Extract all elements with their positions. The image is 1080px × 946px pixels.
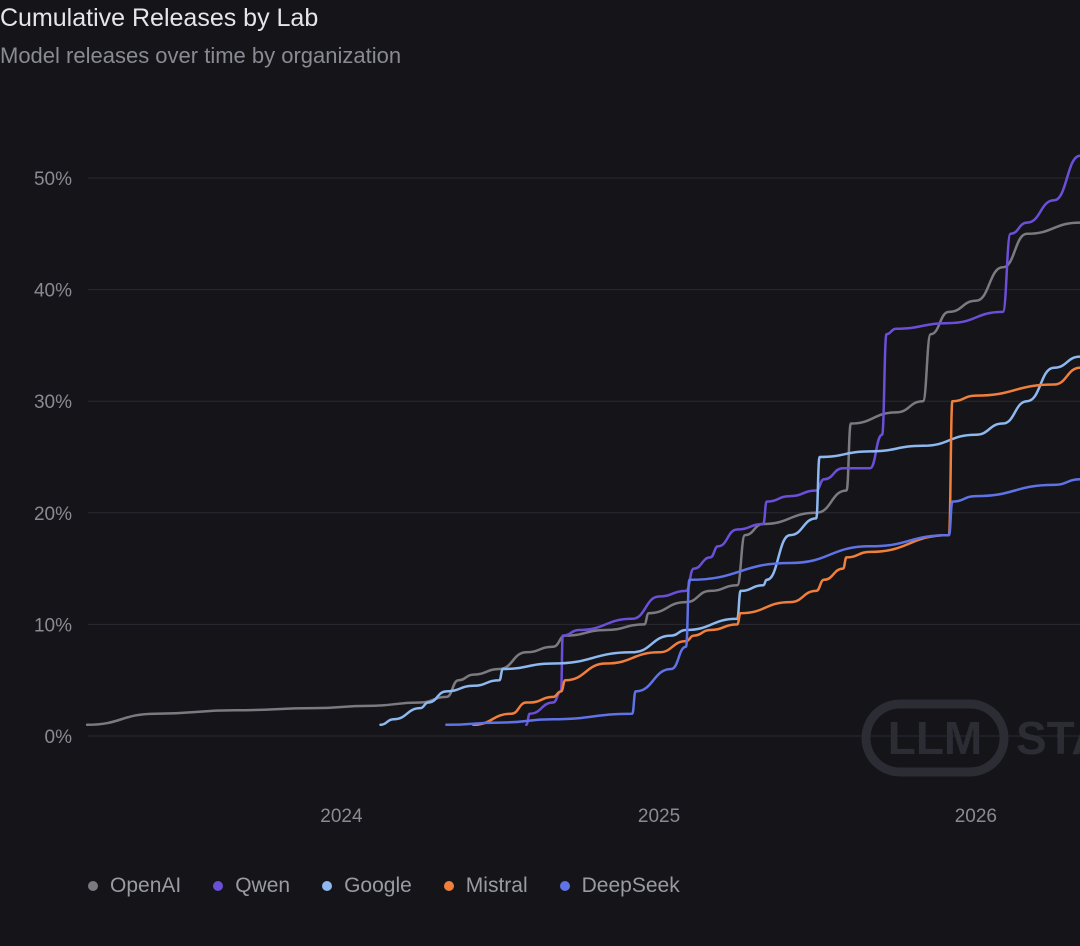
legend-item-deepseek[interactable]: DeepSeek bbox=[559, 874, 680, 898]
legend-item-openai[interactable]: OpenAI bbox=[88, 874, 181, 898]
legend: OpenAI Qwen Google Mistral DeepSeek bbox=[88, 874, 712, 898]
series-line-deepseek bbox=[445, 478, 1080, 727]
legend-item-mistral[interactable]: Mistral bbox=[443, 874, 528, 898]
x-axis-ticks: 2024 2025 2026 bbox=[320, 806, 997, 827]
legend-swatch-icon bbox=[443, 881, 454, 891]
y-axis-ticks: 0% 10% 20% 30% 40% 50% bbox=[34, 169, 72, 748]
watermark-text: LLM bbox=[888, 712, 983, 764]
series-line-mistral bbox=[472, 366, 1080, 727]
legend-swatch-icon bbox=[88, 881, 98, 891]
legend-label: Mistral bbox=[465, 874, 528, 897]
legend-swatch-icon bbox=[213, 881, 224, 891]
series-line-qwen bbox=[525, 154, 1080, 727]
legend-label: OpenAI bbox=[110, 874, 182, 897]
legend-swatch-icon bbox=[559, 881, 570, 891]
series-line-google bbox=[379, 355, 1080, 727]
legend-item-qwen[interactable]: Qwen bbox=[213, 874, 290, 898]
x-tick-label: 2025 bbox=[638, 806, 680, 827]
y-tick-label: 50% bbox=[34, 169, 72, 190]
legend-label: DeepSeek bbox=[581, 874, 680, 897]
chart-subtitle: Model releases over time by organization bbox=[0, 43, 402, 68]
watermark-logo: LLM STATS bbox=[861, 699, 1080, 777]
x-tick-label: 2026 bbox=[955, 806, 997, 827]
y-tick-label: 30% bbox=[34, 392, 72, 413]
y-tick-label: 10% bbox=[34, 615, 72, 636]
legend-label: Google bbox=[344, 874, 412, 897]
chart-title: Cumulative Releases by Lab bbox=[0, 4, 319, 32]
y-tick-label: 40% bbox=[34, 281, 72, 302]
legend-item-google[interactable]: Google bbox=[322, 874, 412, 898]
y-tick-label: 20% bbox=[34, 504, 72, 525]
series-line-openai bbox=[85, 221, 1080, 727]
watermark-badge bbox=[861, 699, 1009, 777]
legend-label: Qwen bbox=[235, 874, 291, 897]
legend-swatch-icon bbox=[322, 881, 333, 891]
series-lines bbox=[85, 154, 1080, 727]
grid-lines bbox=[88, 177, 1080, 737]
y-tick-label: 0% bbox=[45, 727, 73, 748]
watermark-text: STATS bbox=[1016, 712, 1080, 764]
x-tick-label: 2024 bbox=[320, 806, 363, 827]
